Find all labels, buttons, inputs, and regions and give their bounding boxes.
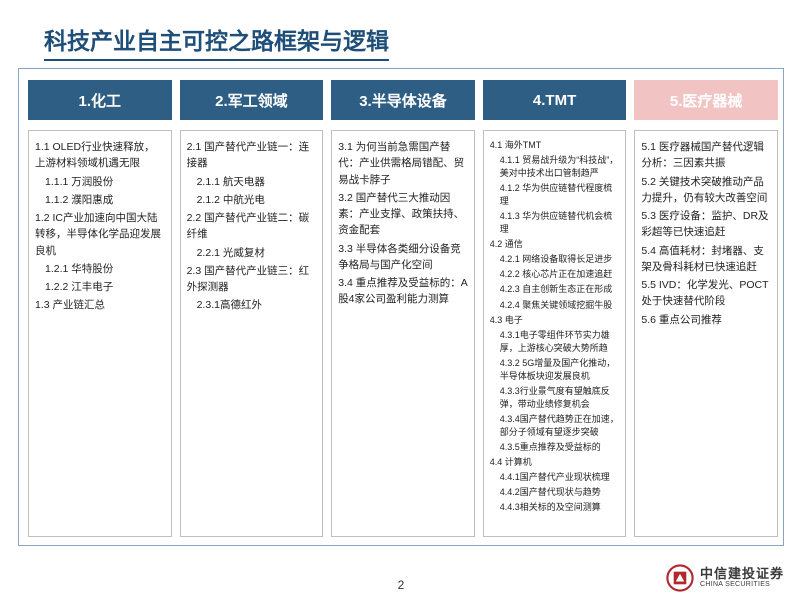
logo-icon <box>666 564 694 592</box>
outline-item: 4.3.5重点推荐及受益标的 <box>490 441 620 454</box>
column-4: 4.TMT 4.1 海外TMT 4.1.1 贸易战升级为“科技战”，美对中技术出口管… <box>483 80 627 537</box>
logo-text: 中信建投证券 CHINA SECURITIES <box>700 567 784 589</box>
outline-item: 5.5 IVD：化学发光、POCT处于快速替代阶段 <box>641 277 771 310</box>
logo-en: CHINA SECURITIES <box>700 581 784 589</box>
outline-item: 4.1.3 华为供应链替代机会梳理 <box>490 210 620 236</box>
outline-item: 2.2.1 光威复材 <box>187 245 317 261</box>
outline-item: 1.1 OLED行业快速释放，上游材料领域机遇无限 <box>35 139 165 172</box>
outline-item: 4.2.3 自主创新生态正在形成 <box>490 283 620 296</box>
outline-item: 1.1.1 万润股份 <box>35 174 165 190</box>
outline-item: 4.4 计算机 <box>490 456 620 469</box>
outline-item: 4.3.1电子零组件环节实力雄厚，上游核心突破大势所趋 <box>490 329 620 355</box>
outline-item: 4.1 海外TMT <box>490 139 620 152</box>
outline-item: 4.4.2国产替代现状与趋势 <box>490 486 620 499</box>
outline-item: 4.1.1 贸易战升级为“科技战”，美对中技术出口管制趋严 <box>490 154 620 180</box>
outline-item: 2.1.2 中航光电 <box>187 192 317 208</box>
column-body: 3.1 为何当前急需国产替代：产业供需格局错配、贸易战卡脖子3.2 国产替代三大… <box>331 130 475 537</box>
outline-item: 1.2.2 江丰电子 <box>35 279 165 295</box>
title-bar: 科技产业自主可控之路框架与逻辑 <box>0 0 802 61</box>
outline-item: 2.3 国产替代产业链三：红外探测器 <box>187 263 317 296</box>
outline-item: 3.4 重点推荐及受益标的：A股4家公司盈利能力测算 <box>338 275 468 308</box>
column-body: 1.1 OLED行业快速释放，上游材料领域机遇无限 1.1.1 万润股份 1.1.2… <box>28 130 172 537</box>
outline-item: 5.2 关键技术突破推动产品力提升，仍有较大改善空间 <box>641 174 771 207</box>
outline-item: 4.3.4国产替代趋势正在加速，部分子领域有望逐步突破 <box>490 413 620 439</box>
outline-item: 3.1 为何当前急需国产替代：产业供需格局错配、贸易战卡脖子 <box>338 139 468 188</box>
column-header: 3.半导体设备 <box>331 80 475 120</box>
outline-item: 4.2.4 聚焦关键领域挖掘牛股 <box>490 299 620 312</box>
outline-item: 2.1 国产替代产业链一：连接器 <box>187 139 317 172</box>
outline-item: 4.2.1 网络设备取得长足进步 <box>490 253 620 266</box>
outline-item: 1.2.1 华特股份 <box>35 261 165 277</box>
outline-item: 5.4 高值耗材：封堵器、支架及骨科耗材已快速追赶 <box>641 243 771 276</box>
outline-item: 5.3 医疗设备：监护、DR及彩超等已快速追赶 <box>641 208 771 241</box>
column-header: 2.军工领域 <box>180 80 324 120</box>
columns-container: 1.化工1.1 OLED行业快速释放，上游材料领域机遇无限1.1.1 万润股份1… <box>28 80 778 537</box>
outline-item: 4.4.1国产替代产业现状梳理 <box>490 471 620 484</box>
page-title: 科技产业自主可控之路框架与逻辑 <box>44 22 389 61</box>
outline-item: 2.3.1高德红外 <box>187 297 317 313</box>
column-5: 5.医疗器械 5.1 医疗器械国产替代逻辑分析：三因素共振5.2 关键技术突破推动… <box>634 80 778 537</box>
column-2: 2.军工领域 2.1 国产替代产业链一：连接器 2.1.1 航天电器 2.1.2 中航… <box>180 80 324 537</box>
column-body: 2.1 国产替代产业链一：连接器 2.1.1 航天电器 2.1.2 中航光电 2.2 … <box>180 130 324 537</box>
column-3: 3.半导体设备 3.1 为何当前急需国产替代：产业供需格局错配、贸易战卡脖子3.2… <box>331 80 475 537</box>
logo-cn: 中信建投证券 <box>700 567 784 581</box>
outline-item: 2.1.1 航天电器 <box>187 174 317 190</box>
column-header: 5.医疗器械 <box>634 80 778 120</box>
company-logo: 中信建投证券 CHINA SECURITIES <box>666 564 784 592</box>
outline-item: 4.2 通信 <box>490 238 620 251</box>
outline-item: 4.2.2 核心芯片正在加速追赶 <box>490 268 620 281</box>
outline-item: 5.6 重点公司推荐 <box>641 312 771 328</box>
outline-item: 1.3 产业链汇总 <box>35 297 165 313</box>
outline-item: 4.3 电子 <box>490 314 620 327</box>
column-body: 5.1 医疗器械国产替代逻辑分析：三因素共振5.2 关键技术突破推动产品力提升，… <box>634 130 778 537</box>
outline-item: 3.3 半导体各类细分设备竞争格局与国产化空间 <box>338 241 468 274</box>
outline-item: 5.1 医疗器械国产替代逻辑分析：三因素共振 <box>641 139 771 172</box>
outline-item: 2.2 国产替代产业链二：碳纤维 <box>187 210 317 243</box>
outline-item: 4.1.2 华为供应链替代程度梳理 <box>490 182 620 208</box>
outline-item: 3.2 国产替代三大推动因素：产业支撑、政策扶持、资金配套 <box>338 190 468 239</box>
column-body: 4.1 海外TMT4.1.1 贸易战升级为“科技战”，美对中技术出口管制趋严4.… <box>483 130 627 537</box>
outline-item: 1.1.2 濮阳惠成 <box>35 192 165 208</box>
outline-item: 4.3.2 5G增量及国产化推动，半导体板块迎发展良机 <box>490 357 620 383</box>
outline-item: 4.4.3相关标的及空间测算 <box>490 501 620 514</box>
outline-item: 4.3.3行业景气度有望触底反弹，带动业绩修复机会 <box>490 385 620 411</box>
outline-item: 1.2 IC产业加速向中国大陆转移，半导体化学品迎发展良机 <box>35 210 165 259</box>
column-1: 1.化工1.1 OLED行业快速释放，上游材料领域机遇无限1.1.1 万润股份1… <box>28 80 172 537</box>
column-header: 4.TMT <box>483 80 627 120</box>
column-header: 1.化工 <box>28 80 172 120</box>
